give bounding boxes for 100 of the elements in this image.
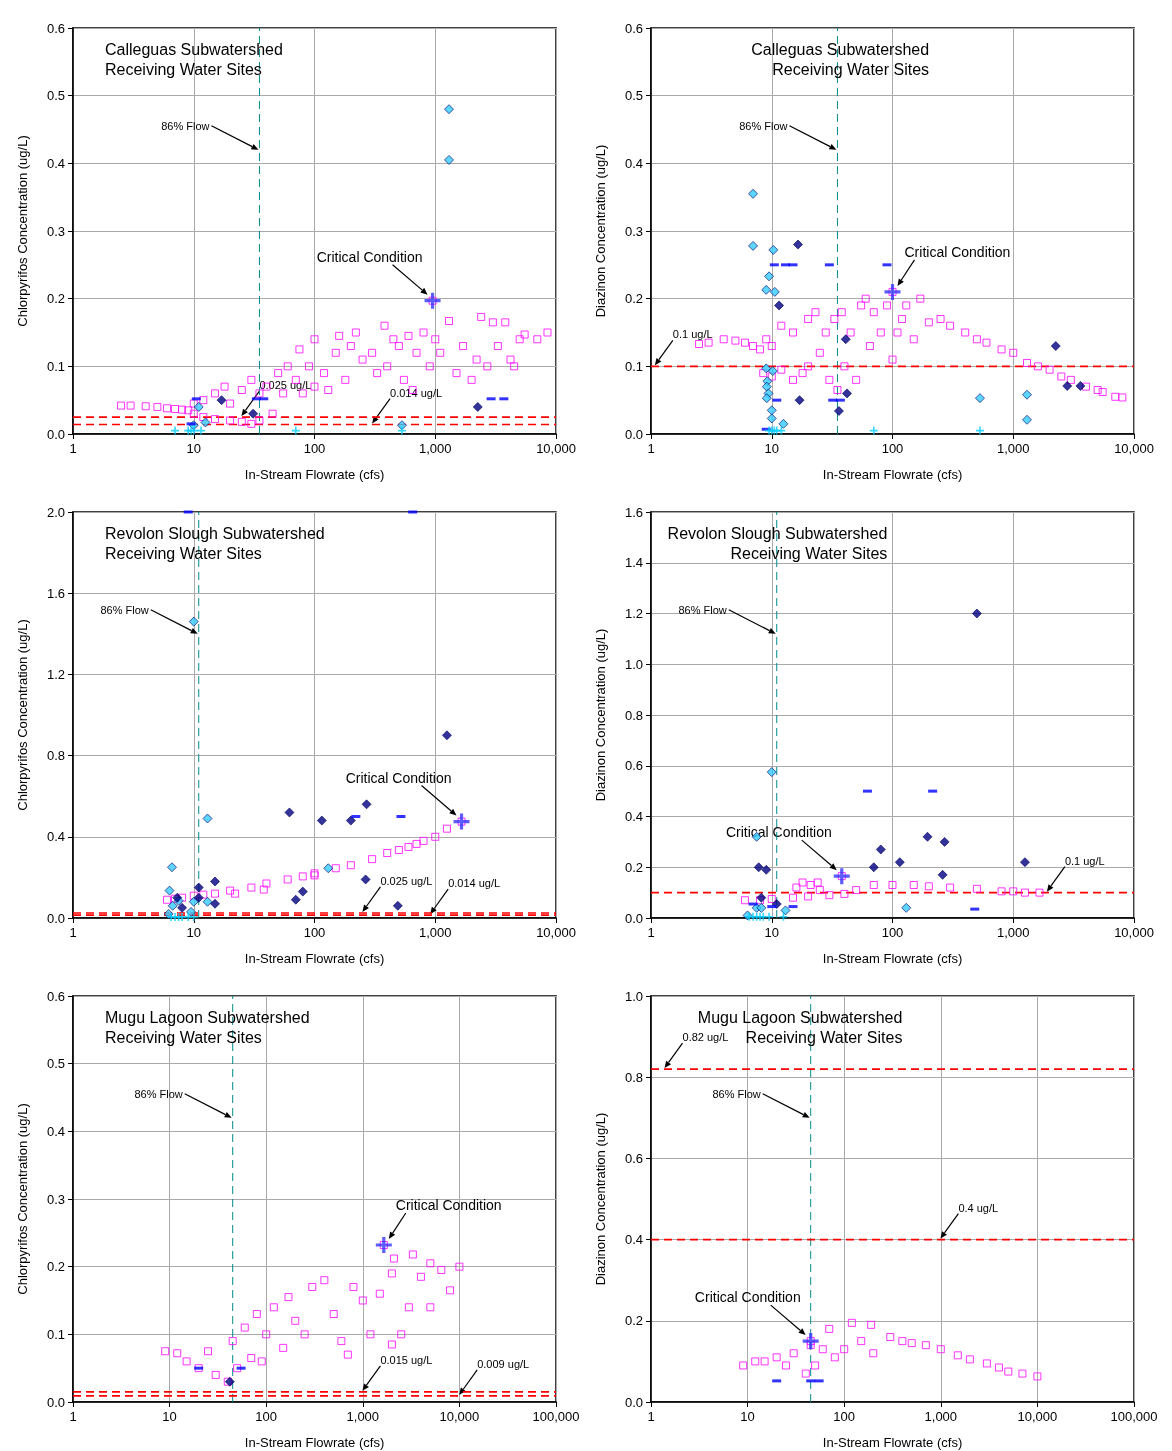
y-tick-label: 2.0: [46, 504, 65, 520]
y-tick-label: 1.6: [624, 504, 643, 520]
annotation: Critical Condition: [694, 1289, 801, 1306]
y-tick-label: 1.4: [624, 555, 643, 571]
y-tick-label: 0.6: [624, 758, 643, 774]
x-tick-label: 1: [647, 441, 655, 456]
x-tick-label: 10,000: [1114, 441, 1154, 456]
x-tick-label: 1: [69, 441, 77, 456]
y-tick-label: 1.6: [46, 585, 65, 601]
y-tick-label: 0.4: [624, 809, 643, 824]
x-tick-label: 1,000: [346, 1409, 380, 1424]
x-tick-label: 100: [303, 441, 326, 456]
ref-line-label: 86% Flow: [739, 119, 788, 132]
x-tick-label: 10: [740, 1409, 755, 1424]
y-tick-label: 0.2: [624, 291, 643, 307]
x-axis-title: In-Stream Flowrate (cfs): [244, 467, 385, 482]
x-tick-label: 100: [303, 925, 326, 940]
ref-line-label: 0.025 ug/L: [259, 379, 312, 392]
ref-line-label: 0.014 ug/L: [448, 877, 501, 890]
x-tick-label: 10,000: [439, 1409, 480, 1424]
y-tick-label: 1.2: [624, 606, 643, 621]
x-tick-label: 1,000: [924, 1409, 958, 1424]
x-tick-label: 1: [69, 1409, 77, 1424]
text: Receiving Water Sites: [105, 60, 262, 78]
ref-line-label: 86% Flow: [100, 603, 149, 616]
ref-line-label: 0.82 ug/L: [682, 1031, 729, 1044]
ref-line-label: 86% Flow: [161, 119, 210, 132]
y-tick-label: 0.0: [46, 1394, 65, 1410]
x-tick-label: 10: [764, 925, 779, 940]
y-axis-title: Chlorpyrifos Concentration (ug/L): [15, 1103, 30, 1295]
y-tick-label: 0.0: [46, 426, 65, 442]
text: Calleguas Subwatershed: [105, 40, 283, 58]
text: Mugu Lagoon Subwatershed: [697, 1008, 903, 1026]
x-tick-label: 10,000: [536, 441, 576, 456]
y-tick-label: 1.2: [46, 666, 65, 682]
x-tick-label: 100: [255, 1409, 278, 1424]
y-tick-label: 0.8: [624, 707, 643, 723]
y-tick-label: 0.1: [624, 358, 643, 374]
ref-line-label: 86% Flow: [678, 603, 727, 616]
ref-line-label: 0.4 ug/L: [958, 1201, 999, 1214]
annotation: Critical Condition: [725, 824, 832, 841]
x-tick-label: 100,000: [1110, 1409, 1158, 1424]
ref-line-label: 0.014 ug/L: [390, 386, 443, 399]
x-tick-label: 10: [162, 1409, 177, 1424]
y-tick-label: 0.8: [624, 1069, 643, 1085]
x-tick-label: 1,000: [418, 441, 452, 456]
x-tick-label: 100,000: [532, 1409, 580, 1424]
y-axis-title: Diazinon Concentration (ug/L): [593, 144, 608, 318]
y-tick-label: 0.4: [46, 829, 65, 845]
text: Receiving Water Sites: [730, 544, 888, 562]
y-tick-label: 0.3: [624, 223, 643, 239]
y-axis-title: Chlorpyrifos Concentration (ug/L): [15, 619, 30, 811]
y-tick-label: 0.4: [624, 1232, 643, 1248]
y-tick-label: 0.0: [624, 426, 643, 442]
ref-line-label: 86% Flow: [712, 1087, 761, 1100]
ref-line-label: 0.025 ug/L: [380, 874, 433, 887]
text: Receiving Water Sites: [105, 544, 262, 562]
text: Receiving Water Sites: [105, 1028, 262, 1046]
y-tick-label: 1.0: [624, 656, 643, 672]
text: Revolon Slough Subwatershed: [105, 524, 325, 542]
x-tick-label: 10,000: [536, 925, 576, 940]
y-tick-label: 0.1: [46, 1326, 65, 1342]
x-tick-label: 10,000: [1114, 925, 1154, 940]
y-tick-label: 0.0: [624, 1394, 643, 1410]
x-axis-title: In-Stream Flowrate (cfs): [244, 1435, 385, 1450]
y-axis-title: Diazinon Concentration (ug/L): [593, 1112, 608, 1286]
ref-line-label: 0.009 ug/L: [477, 1357, 530, 1370]
y-tick-label: 0.8: [46, 748, 65, 764]
y-tick-label: 0.5: [46, 88, 65, 104]
x-tick-label: 1: [647, 1409, 655, 1424]
text: Calleguas Subwatershed: [751, 40, 930, 58]
x-tick-label: 1,000: [996, 925, 1030, 940]
ref-line-label: 0.1 ug/L: [672, 328, 713, 341]
y-tick-label: 0.4: [624, 155, 643, 171]
y-tick-label: 0.2: [624, 1313, 643, 1329]
y-tick-label: 0.3: [46, 223, 65, 239]
y-tick-label: 0.6: [624, 20, 643, 36]
x-axis-title: In-Stream Flowrate (cfs): [822, 1435, 963, 1450]
ref-line-label: 0.1 ug/L: [1064, 854, 1105, 867]
annotation: Critical Condition: [395, 1197, 502, 1214]
y-tick-label: 0.0: [46, 910, 65, 926]
x-tick-label: 1: [647, 925, 655, 940]
y-tick-label: 0.4: [46, 1123, 65, 1139]
y-tick-label: 0.1: [46, 358, 65, 374]
y-axis-title: Diazinon Concentration (ug/L): [593, 628, 608, 802]
annotation: Critical Condition: [316, 248, 423, 265]
y-axis-title: Chlorpyrifos Concentration (ug/L): [15, 135, 30, 327]
x-axis-title: In-Stream Flowrate (cfs): [822, 951, 963, 966]
y-tick-label: 0.2: [46, 1259, 65, 1275]
ref-line-label: 0.015 ug/L: [380, 1353, 433, 1366]
y-tick-label: 0.2: [46, 291, 65, 307]
y-tick-label: 1.0: [624, 988, 643, 1004]
x-tick-label: 100: [881, 925, 904, 940]
x-tick-label: 10: [186, 925, 201, 940]
x-tick-label: 1,000: [996, 441, 1030, 456]
y-tick-label: 0.6: [46, 988, 65, 1004]
y-tick-label: 0.6: [46, 20, 65, 36]
annotation: Critical Condition: [904, 243, 1011, 260]
x-tick-label: 10,000: [1017, 1409, 1058, 1424]
x-tick-label: 10: [186, 441, 201, 456]
